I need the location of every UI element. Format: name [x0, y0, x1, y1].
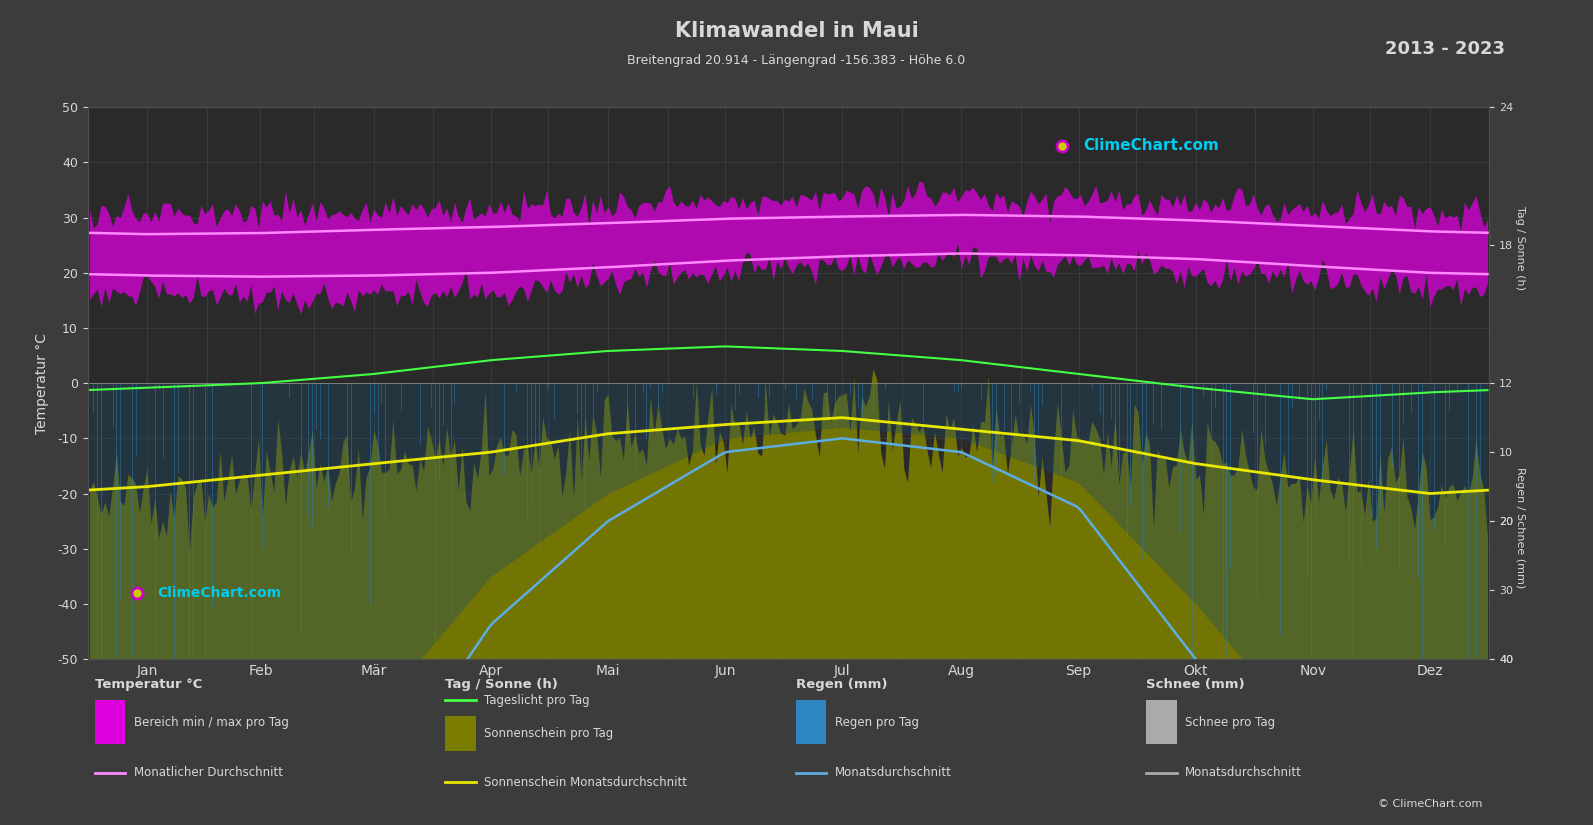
Text: Regen (mm): Regen (mm)	[795, 678, 887, 691]
Text: Bereich min / max pro Tag: Bereich min / max pro Tag	[134, 715, 288, 728]
Bar	[1145, 700, 1177, 744]
Text: Regen pro Tag: Regen pro Tag	[835, 715, 919, 728]
Text: Tag / Sonne (h): Tag / Sonne (h)	[444, 678, 558, 691]
Text: Klimawandel in Maui: Klimawandel in Maui	[674, 21, 919, 41]
Text: Monatsdurchschnitt: Monatsdurchschnitt	[1185, 766, 1301, 779]
Text: ClimeChart.com: ClimeChart.com	[1083, 139, 1219, 153]
Text: ClimeChart.com: ClimeChart.com	[158, 586, 282, 600]
Text: Tageslicht pro Tag: Tageslicht pro Tag	[484, 694, 589, 706]
Text: Regen / Schnee (mm): Regen / Schnee (mm)	[1515, 468, 1525, 588]
Bar	[444, 716, 476, 751]
Text: Breitengrad 20.914 - Längengrad -156.383 - Höhe 6.0: Breitengrad 20.914 - Längengrad -156.383…	[628, 54, 965, 68]
Bar	[795, 700, 827, 744]
Text: Monatlicher Durchschnitt: Monatlicher Durchschnitt	[134, 766, 284, 779]
Text: Tag / Sonne (h): Tag / Sonne (h)	[1515, 205, 1525, 290]
Text: Sonnenschein pro Tag: Sonnenschein pro Tag	[484, 727, 613, 740]
Text: Temperatur °C: Temperatur °C	[94, 678, 202, 691]
Text: Schnee pro Tag: Schnee pro Tag	[1185, 715, 1276, 728]
Text: Schnee (mm): Schnee (mm)	[1145, 678, 1244, 691]
Bar	[94, 700, 126, 744]
Y-axis label: Temperatur °C: Temperatur °C	[35, 332, 49, 434]
Text: © ClimeChart.com: © ClimeChart.com	[1378, 799, 1483, 808]
Text: Sonnenschein Monatsdurchschnitt: Sonnenschein Monatsdurchschnitt	[484, 776, 687, 789]
Text: 2013 - 2023: 2013 - 2023	[1386, 40, 1505, 58]
Text: Monatsdurchschnitt: Monatsdurchschnitt	[835, 766, 951, 779]
